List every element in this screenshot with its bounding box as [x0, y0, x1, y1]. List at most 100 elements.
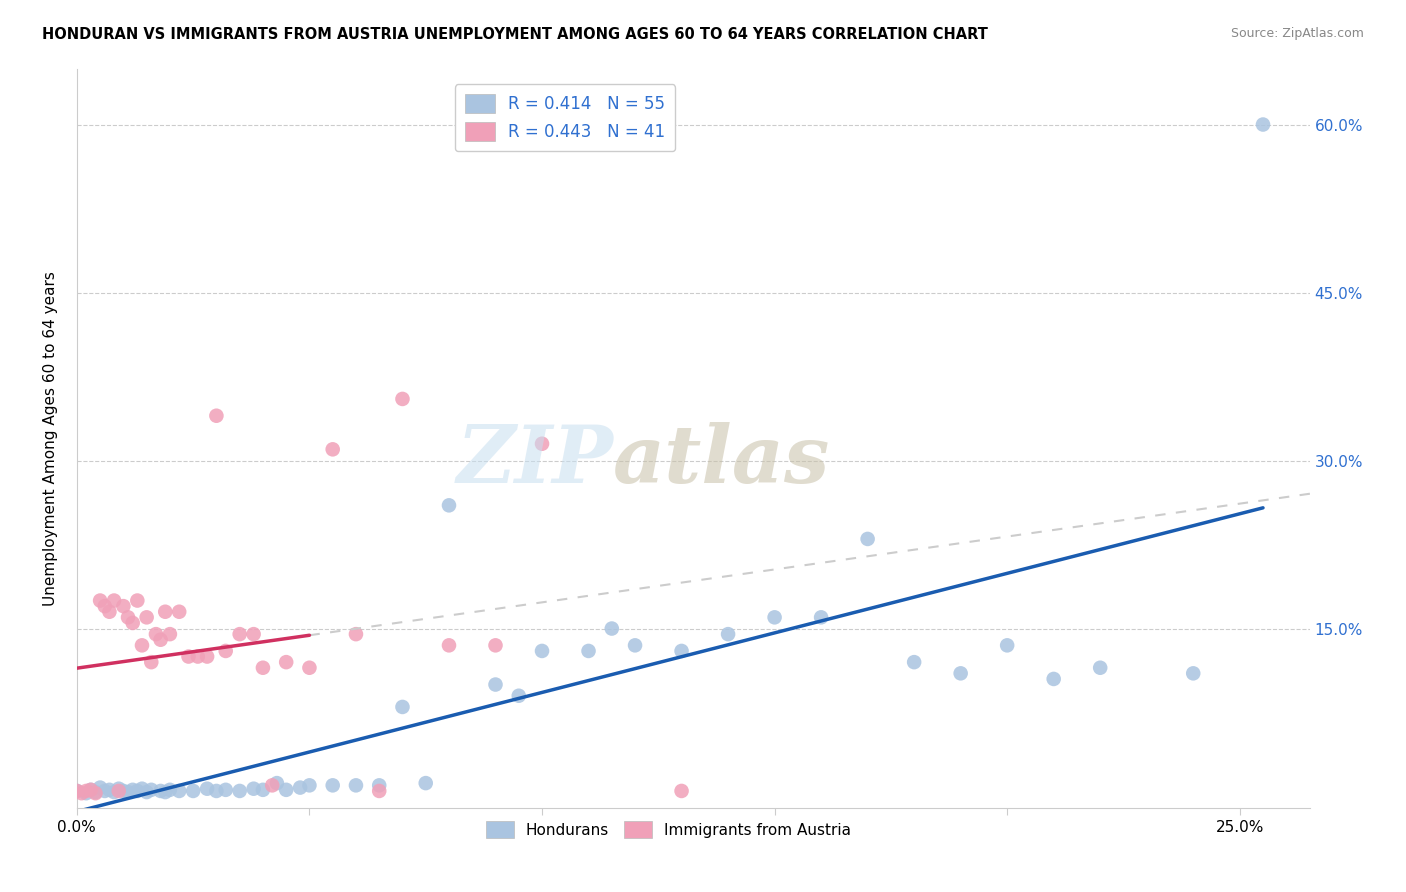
Point [107, 781, 129, 796]
Point [94, 599, 117, 614]
Point [112, 784, 135, 798]
Point [600, 622, 623, 636]
Point [167, 784, 190, 798]
Text: ZIP: ZIP [456, 422, 613, 499]
Point [624, 638, 647, 652]
Point [66, 784, 89, 798]
Point [155, 605, 177, 619]
Point [205, 784, 228, 798]
Point [135, 785, 157, 799]
Point [252, 782, 274, 797]
Legend: Hondurans, Immigrants from Austria: Hondurans, Immigrants from Austria [479, 814, 858, 845]
Point [103, 785, 125, 799]
Point [671, 784, 693, 798]
Point [187, 649, 209, 664]
Point [66, 784, 89, 798]
Point [149, 784, 172, 798]
Point [89, 780, 111, 795]
Point [112, 599, 135, 614]
Text: HONDURAN VS IMMIGRANTS FROM AUSTRIA UNEMPLOYMENT AMONG AGES 60 TO 64 YEARS CORRE: HONDURAN VS IMMIGRANTS FROM AUSTRIA UNEM… [42, 27, 988, 42]
Point [155, 785, 177, 799]
Point [149, 632, 172, 647]
Point [117, 785, 139, 799]
Point [84, 786, 107, 800]
Point [159, 627, 181, 641]
Point [145, 627, 167, 641]
Point [252, 661, 274, 675]
Point [1090, 661, 1112, 675]
Point [70, 786, 93, 800]
Point [391, 392, 413, 406]
Text: Source: ZipAtlas.com: Source: ZipAtlas.com [1230, 27, 1364, 40]
Point [262, 778, 284, 792]
Point [368, 784, 391, 798]
Point [717, 627, 740, 641]
Point [98, 782, 121, 797]
Point [578, 644, 600, 658]
Point [181, 784, 204, 798]
Point [484, 638, 506, 652]
Point [141, 655, 163, 669]
Point [484, 677, 506, 691]
Point [276, 782, 298, 797]
Point [437, 638, 460, 652]
Point [276, 655, 298, 669]
Point [508, 689, 530, 703]
Point [856, 532, 879, 546]
Point [141, 782, 163, 797]
Point [205, 409, 228, 423]
Point [159, 782, 181, 797]
Point [167, 605, 190, 619]
Point [903, 655, 925, 669]
Point [215, 644, 238, 658]
Point [322, 778, 344, 792]
Point [763, 610, 786, 624]
Point [195, 781, 218, 796]
Point [531, 436, 554, 450]
Point [344, 627, 367, 641]
Point [121, 615, 143, 630]
Point [121, 782, 143, 797]
Point [98, 605, 121, 619]
Point [298, 778, 321, 792]
Point [107, 784, 129, 798]
Point [322, 442, 344, 457]
Point [215, 782, 238, 797]
Point [391, 700, 413, 714]
Point [177, 649, 200, 664]
Point [80, 782, 103, 797]
Point [298, 661, 321, 675]
Point [75, 786, 97, 800]
Point [531, 644, 554, 658]
Point [242, 627, 264, 641]
Point [1182, 666, 1205, 681]
Point [810, 610, 832, 624]
Point [103, 593, 125, 607]
Point [242, 781, 264, 796]
Point [288, 780, 311, 795]
Point [89, 593, 111, 607]
Point [127, 593, 149, 607]
Point [80, 782, 103, 797]
Point [135, 610, 157, 624]
Point [75, 784, 97, 798]
Point [949, 666, 972, 681]
Point [437, 499, 460, 513]
Point [415, 776, 437, 790]
Point [1251, 118, 1274, 132]
Point [995, 638, 1018, 652]
Point [671, 644, 693, 658]
Point [131, 638, 153, 652]
Point [228, 784, 250, 798]
Point [228, 627, 250, 641]
Point [131, 781, 153, 796]
Y-axis label: Unemployment Among Ages 60 to 64 years: Unemployment Among Ages 60 to 64 years [44, 270, 58, 606]
Point [368, 778, 391, 792]
Point [84, 785, 107, 799]
Point [266, 776, 288, 790]
Point [94, 784, 117, 798]
Point [127, 784, 149, 798]
Text: atlas: atlas [613, 422, 831, 499]
Point [1042, 672, 1064, 686]
Point [344, 778, 367, 792]
